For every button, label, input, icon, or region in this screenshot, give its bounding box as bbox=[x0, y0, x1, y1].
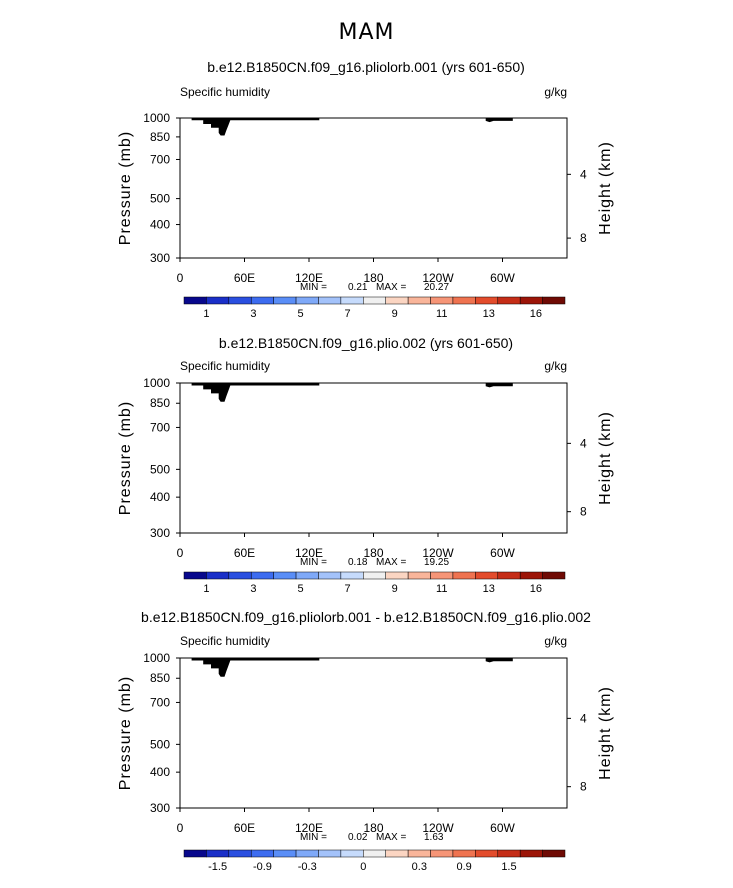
units-label: g/kg bbox=[544, 85, 567, 99]
chart-title: b.e12.B1850CN.f09_g16.plio.002 (yrs 601-… bbox=[219, 335, 513, 351]
y2-tick-label: 4 bbox=[580, 167, 587, 181]
x-tick-label: 180 bbox=[363, 271, 383, 285]
terrain-mask bbox=[191, 118, 320, 136]
colorbar-swatch bbox=[206, 296, 230, 305]
y2-axis-label: Height (km) bbox=[597, 141, 614, 235]
chart-panel-1: b.e12.B1850CN.f09_g16.pliolorb.001 (yrs … bbox=[117, 59, 614, 320]
colorbar-swatch bbox=[475, 296, 499, 305]
colorbar-swatch bbox=[542, 296, 566, 305]
x-tick-label: 60W bbox=[490, 271, 515, 285]
colorbar-label: 16 bbox=[530, 308, 542, 320]
terrain-mask bbox=[485, 118, 513, 123]
variable-label: Specific humidity bbox=[180, 359, 270, 373]
y-tick-label: 700 bbox=[150, 152, 170, 166]
colorbar-swatch bbox=[183, 296, 207, 305]
y-tick-label: 400 bbox=[150, 218, 170, 232]
min-label: MIN = bbox=[300, 282, 327, 293]
colorbar-swatch bbox=[452, 296, 476, 305]
colorbar-swatch bbox=[273, 296, 297, 305]
colorbar-swatch bbox=[519, 296, 543, 305]
x-tick-label: 120E bbox=[295, 271, 323, 285]
min-value: 0.21 bbox=[348, 282, 368, 293]
colorbar-swatch bbox=[363, 296, 386, 305]
units-label: g/kg bbox=[544, 359, 567, 373]
colorbar-label: 11 bbox=[436, 308, 447, 320]
colorbar-swatch bbox=[340, 296, 364, 305]
colorbar-swatch bbox=[497, 296, 521, 305]
colorbar-label: 1 bbox=[203, 308, 209, 320]
variable-label: Specific humidity bbox=[180, 85, 270, 99]
colorbar-label: 9 bbox=[392, 308, 398, 320]
colorbar-swatch bbox=[295, 296, 319, 305]
chart-panel-2: b.e12.B1850CN.f09_g16.plio.002 (yrs 601-… bbox=[117, 335, 614, 595]
plot-frame bbox=[179, 117, 568, 259]
max-value: 20.27 bbox=[424, 282, 449, 293]
colorbar-swatch bbox=[318, 296, 342, 305]
colorbar-label: 7 bbox=[345, 308, 351, 320]
x-tick-label: 0 bbox=[177, 271, 184, 285]
y-tick-label: 500 bbox=[150, 192, 170, 206]
y-axis-label: Pressure (mb) bbox=[117, 131, 134, 245]
colorbar-swatch bbox=[385, 296, 409, 305]
colorbar-swatch bbox=[228, 296, 252, 305]
colorbar-swatch bbox=[250, 296, 274, 305]
y-tick-label: 300 bbox=[150, 251, 170, 265]
colorbar-label: 5 bbox=[297, 308, 303, 320]
y-tick-label: 1000 bbox=[143, 111, 170, 125]
colorbar-label: 3 bbox=[250, 308, 256, 320]
colorbar-label: 13 bbox=[483, 308, 495, 320]
season-title: MAM bbox=[338, 20, 395, 45]
y-tick-label: 850 bbox=[150, 130, 170, 144]
max-label: MAX = bbox=[376, 282, 406, 293]
colorbar-swatch bbox=[407, 296, 431, 305]
chart-title: b.e12.B1850CN.f09_g16.pliolorb.001 (yrs … bbox=[207, 59, 525, 75]
x-tick-label: 60E bbox=[234, 271, 255, 285]
x-tick-label: 120W bbox=[422, 271, 454, 285]
y2-tick-label: 8 bbox=[580, 231, 587, 245]
colorbar-swatch bbox=[430, 296, 454, 305]
